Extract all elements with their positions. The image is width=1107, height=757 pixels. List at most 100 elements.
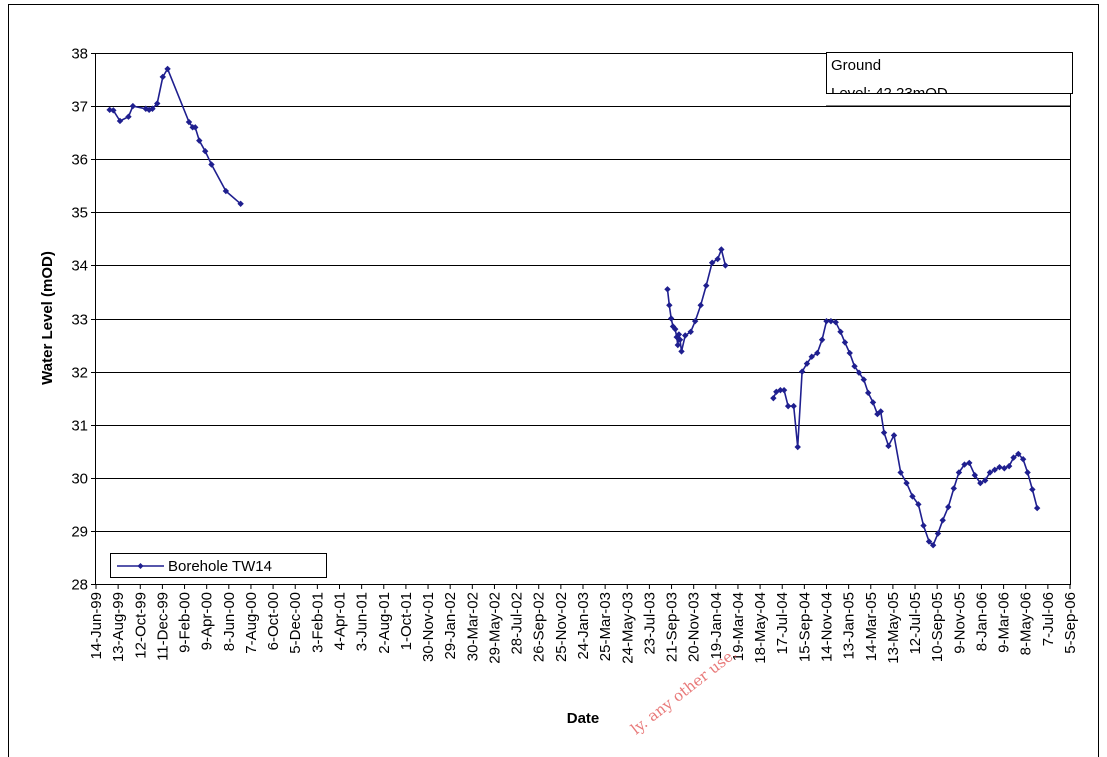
x-tick-label: 17-Jul-04 xyxy=(774,592,791,655)
data-point xyxy=(925,538,933,545)
data-point xyxy=(202,148,209,155)
y-tick-label: 33 xyxy=(71,312,88,329)
data-point xyxy=(222,187,230,195)
series-layer xyxy=(106,65,1041,549)
data-point xyxy=(880,429,888,436)
data-point xyxy=(672,325,679,333)
data-point xyxy=(125,113,132,120)
data-point xyxy=(159,73,166,81)
x-tick-label: 21-Sep-03 xyxy=(664,592,681,662)
data-point xyxy=(827,317,835,325)
data-point xyxy=(955,469,963,476)
data-point xyxy=(794,443,801,451)
data-point xyxy=(697,302,704,309)
x-tick-label: 15-Sep-04 xyxy=(796,592,813,662)
x-tick-label: 7-Jul-06 xyxy=(1040,592,1057,646)
x-tick-label: 20-Nov-03 xyxy=(686,592,703,662)
legend-label: Borehole TW14 xyxy=(168,558,272,575)
data-point xyxy=(971,471,979,479)
data-point xyxy=(803,360,811,367)
x-tick-label: 11-Dec-99 xyxy=(154,592,171,661)
data-point xyxy=(851,363,858,370)
x-axis-title: Date xyxy=(567,710,600,727)
data-point xyxy=(915,501,922,508)
data-point xyxy=(667,315,675,322)
data-point xyxy=(196,137,203,144)
data-point xyxy=(837,328,844,335)
data-point xyxy=(691,317,699,325)
data-point xyxy=(1019,456,1027,463)
x-tick-label: 29-May-02 xyxy=(486,592,503,664)
data-point xyxy=(903,479,910,487)
data-point xyxy=(808,353,815,360)
data-point xyxy=(790,402,797,410)
data-point xyxy=(703,282,710,289)
x-tick-label: 25-Mar-03 xyxy=(597,592,614,661)
y-tick-label: 32 xyxy=(71,365,88,382)
data-point xyxy=(798,368,806,375)
x-tick-label: 13-Jan-05 xyxy=(841,592,858,660)
x-tick-label: 25-Nov-02 xyxy=(553,592,570,662)
data-point xyxy=(1033,504,1041,512)
y-tick-labels: 28 29 30 31 32 33 34 35 36 37 38 xyxy=(71,46,96,594)
data-point xyxy=(950,485,957,492)
x-tick-label: 8-Jun-00 xyxy=(221,592,238,651)
x-tick-labels: 14-Jun-99 13-Aug-99 12-Oct-99 11-Dec-99 9-Fe… xyxy=(88,584,1079,664)
legend-marker-diamond-icon xyxy=(137,563,144,569)
data-point xyxy=(864,389,872,397)
y-tick-label: 31 xyxy=(71,418,88,435)
x-tick-label: 14-Mar-05 xyxy=(863,592,880,661)
plot-area xyxy=(95,53,1071,585)
data-point xyxy=(877,408,884,415)
x-tick-label: 10-Sep-05 xyxy=(929,592,946,662)
x-tick-label: 5-Sep-06 xyxy=(1062,592,1079,654)
y-tick-label: 38 xyxy=(71,46,88,63)
x-tick-label: 9-Mar-06 xyxy=(996,592,1013,653)
x-tick-label: 1-Oct-01 xyxy=(398,592,415,650)
x-tick-label: 14-Nov-04 xyxy=(819,592,836,662)
annotation-line-1: Ground xyxy=(831,57,881,74)
data-point xyxy=(841,339,849,346)
data-point xyxy=(1001,465,1008,472)
y-tick-label: 30 xyxy=(71,471,88,488)
data-point xyxy=(897,469,904,476)
x-tick-label: 5-Dec-00 xyxy=(287,592,304,654)
x-tick-label: 12-Jul-05 xyxy=(907,592,924,655)
data-point xyxy=(185,118,193,126)
data-point xyxy=(920,522,927,529)
data-point xyxy=(780,386,788,394)
data-point xyxy=(708,259,716,266)
x-tick-label: 3-Feb-01 xyxy=(309,592,326,653)
legend[interactable]: Borehole TW14 xyxy=(110,553,327,578)
annotation-line-2: Level: 42.23mOD xyxy=(831,85,948,102)
data-point xyxy=(929,542,937,549)
data-point xyxy=(814,349,821,357)
ground-level-annotation: Ground Level: 42.23mOD xyxy=(826,52,1073,102)
data-point xyxy=(129,102,137,110)
data-point xyxy=(1029,486,1036,493)
data-point xyxy=(664,286,671,293)
data-point xyxy=(1010,454,1017,461)
x-tick-label: 13-May-05 xyxy=(885,592,902,664)
data-point xyxy=(934,530,942,537)
data-point xyxy=(855,369,863,376)
data-point xyxy=(773,388,780,395)
y-tick-label: 36 xyxy=(71,152,88,169)
data-point xyxy=(823,317,830,325)
data-point xyxy=(718,246,725,253)
x-tick-label: 3-Jun-01 xyxy=(354,592,371,651)
x-tick-label: 19-Jan-04 xyxy=(708,592,725,660)
data-point xyxy=(678,348,685,355)
y-tick-label: 34 xyxy=(71,258,88,275)
data-point xyxy=(154,100,161,107)
x-tick-label: 18-May-04 xyxy=(752,592,769,664)
y-tick-label: 37 xyxy=(71,99,88,116)
data-point xyxy=(208,161,215,168)
data-point xyxy=(681,332,689,339)
data-point xyxy=(666,302,673,309)
data-point xyxy=(966,459,973,467)
x-tick-label: 28-Jul-02 xyxy=(509,592,526,655)
data-point xyxy=(1005,462,1013,470)
data-point xyxy=(981,477,989,484)
